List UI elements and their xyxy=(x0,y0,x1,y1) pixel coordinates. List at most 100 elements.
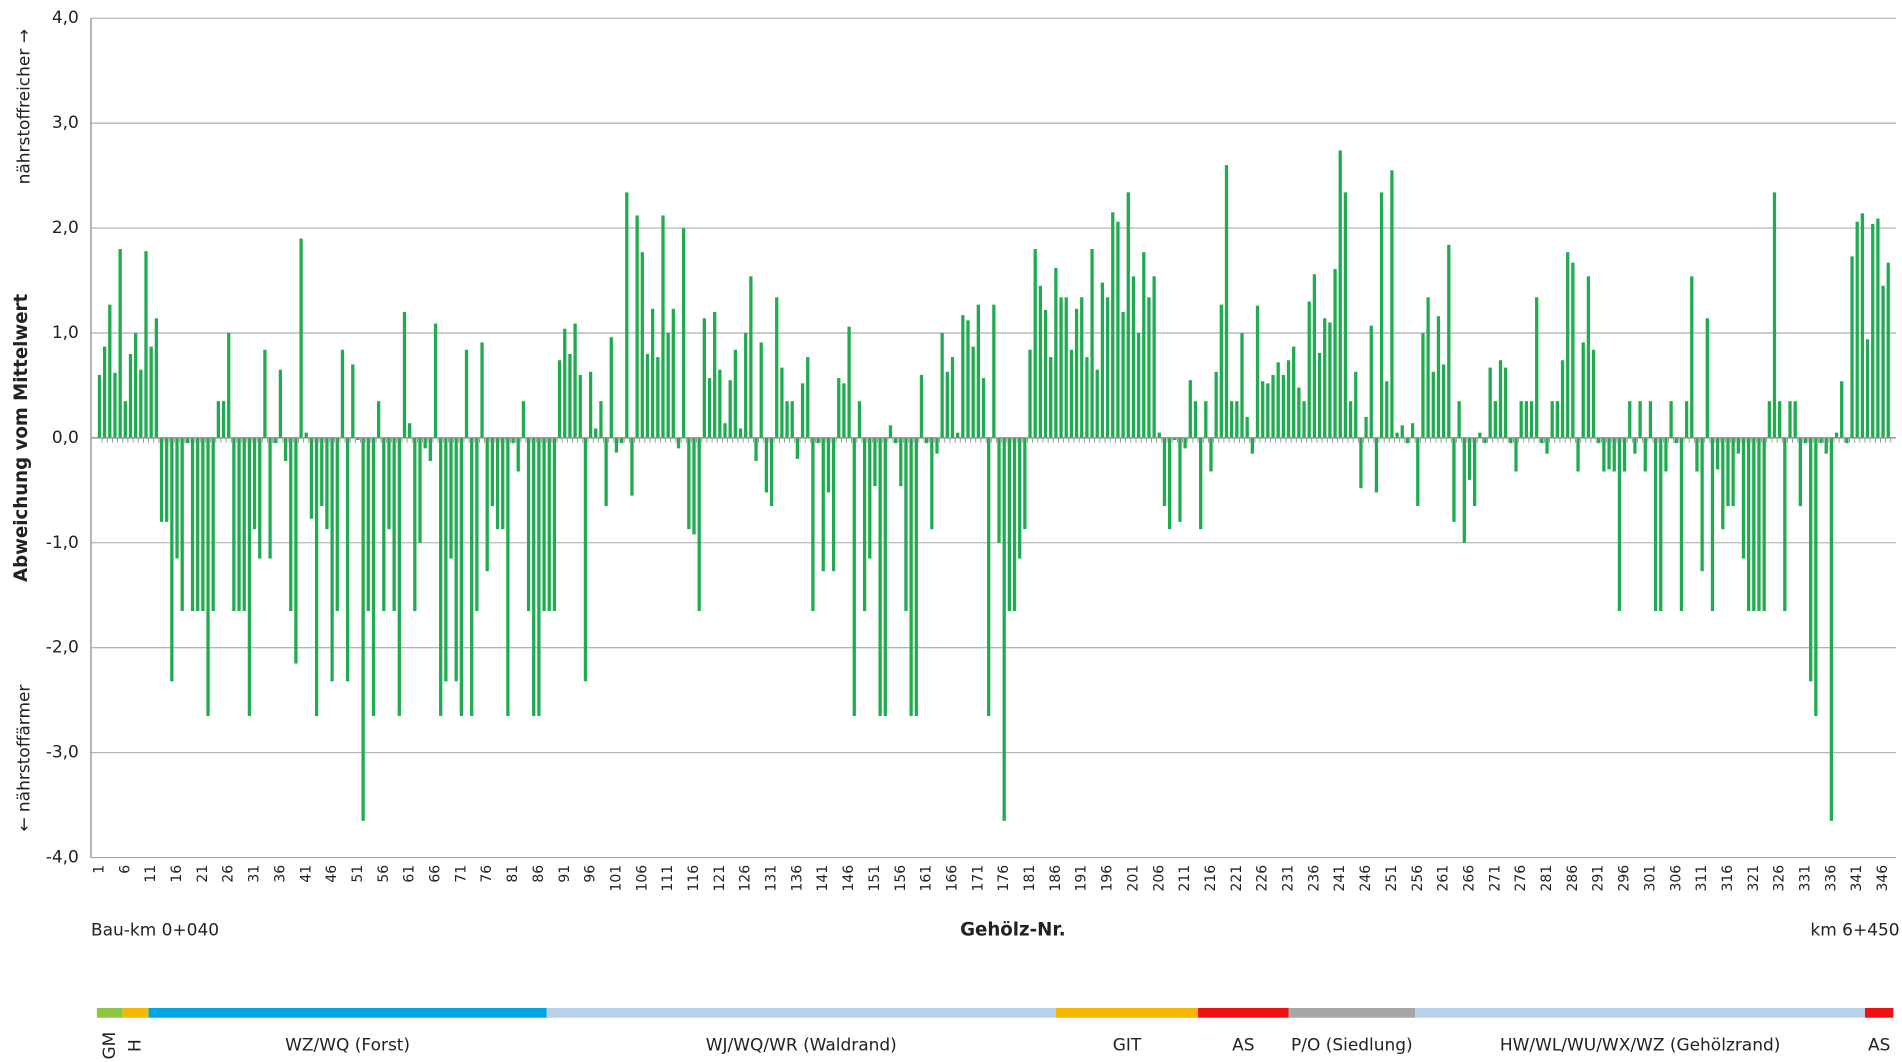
x-tick-label: 56 xyxy=(376,865,392,883)
x-tick-label: 276 xyxy=(1513,865,1529,892)
bar xyxy=(1483,437,1487,444)
bar xyxy=(258,437,262,559)
x-tick-label: 236 xyxy=(1306,865,1322,892)
y-tick-label: 2,0 xyxy=(52,218,79,238)
y-tick-label: -2,0 xyxy=(46,638,79,658)
bar xyxy=(1519,401,1523,438)
bar xyxy=(221,401,226,438)
bar xyxy=(1566,252,1570,438)
bar xyxy=(904,437,908,612)
bar xyxy=(118,249,122,438)
bar xyxy=(1648,401,1653,438)
zone-band xyxy=(1055,1008,1199,1018)
bar xyxy=(263,349,267,438)
bar xyxy=(1193,401,1198,438)
bar xyxy=(1426,297,1430,438)
x-right-label: km 6+450 xyxy=(1810,920,1899,940)
bar xyxy=(1111,212,1115,438)
bar xyxy=(1504,367,1508,438)
bar xyxy=(475,437,479,612)
x-tick-label: 241 xyxy=(1332,865,1348,892)
bar xyxy=(831,437,836,572)
bar xyxy=(744,332,748,438)
bar xyxy=(919,374,924,438)
x-tick-label: 191 xyxy=(1074,865,1090,892)
x-tick-label: 1 xyxy=(91,865,107,874)
bar xyxy=(1142,252,1146,438)
bar xyxy=(1095,369,1099,438)
bar xyxy=(1462,437,1466,543)
bar xyxy=(1023,437,1027,530)
bar xyxy=(314,437,319,716)
bar xyxy=(619,437,624,444)
bar xyxy=(206,437,210,716)
bar xyxy=(1183,437,1187,449)
bar xyxy=(1307,301,1311,438)
x-tick-label: 131 xyxy=(764,865,780,892)
bar xyxy=(1147,297,1151,438)
bar xyxy=(1721,437,1725,530)
bar xyxy=(1529,401,1534,438)
bar xyxy=(1343,192,1348,438)
bar xyxy=(1230,401,1234,438)
x-tick-label: 336 xyxy=(1823,865,1839,892)
bar xyxy=(1633,437,1637,454)
bar xyxy=(516,437,520,472)
bar xyxy=(1550,401,1554,438)
bar xyxy=(1369,325,1373,438)
bar xyxy=(800,383,805,438)
x-left-label: Bau-km 0+040 xyxy=(91,920,219,940)
x-tick-label: 66 xyxy=(428,865,444,883)
bar xyxy=(227,332,231,438)
bar xyxy=(661,215,665,438)
bar xyxy=(1741,437,1746,559)
bar xyxy=(909,437,913,716)
y-tick-label: -4,0 xyxy=(46,848,79,868)
bar xyxy=(1276,362,1280,438)
bar xyxy=(1757,437,1761,612)
x-tick-label: 141 xyxy=(815,865,831,892)
bar xyxy=(501,437,505,530)
bar xyxy=(1586,276,1591,438)
x-tick-label: 201 xyxy=(1125,865,1141,892)
bar xyxy=(1188,380,1192,438)
bar xyxy=(1281,374,1285,438)
x-tick-label: 86 xyxy=(531,865,547,883)
bar xyxy=(1638,401,1642,438)
bar xyxy=(1684,401,1689,438)
bar xyxy=(1628,401,1632,438)
bar xyxy=(1622,437,1627,472)
bar xyxy=(1824,437,1828,454)
zone-label: GIT xyxy=(1113,1036,1142,1056)
bar xyxy=(857,401,862,438)
bar xyxy=(382,437,386,612)
bar xyxy=(356,437,360,440)
bar xyxy=(366,437,370,612)
bar xyxy=(149,346,153,438)
bar xyxy=(237,437,241,612)
bar xyxy=(1162,437,1167,507)
bar xyxy=(1012,437,1017,612)
bar xyxy=(1240,332,1244,438)
bar xyxy=(444,437,448,682)
bar xyxy=(1788,401,1792,438)
x-tick-label: 301 xyxy=(1642,865,1658,892)
bar xyxy=(1167,437,1172,530)
bar xyxy=(1116,221,1120,438)
bar xyxy=(1121,311,1125,438)
bar xyxy=(304,432,308,438)
bar xyxy=(1865,339,1870,438)
bar xyxy=(294,437,298,664)
x-tick-label: 221 xyxy=(1229,865,1245,892)
bar xyxy=(997,437,1001,543)
bar xyxy=(1333,268,1337,438)
bar xyxy=(568,353,572,438)
bar xyxy=(878,437,882,716)
x-tick-label: 161 xyxy=(919,865,935,892)
bar xyxy=(790,401,794,438)
bar xyxy=(1173,437,1177,440)
bar xyxy=(547,437,551,612)
bar xyxy=(1669,401,1673,438)
bar xyxy=(1659,437,1663,612)
bar xyxy=(1379,192,1384,438)
